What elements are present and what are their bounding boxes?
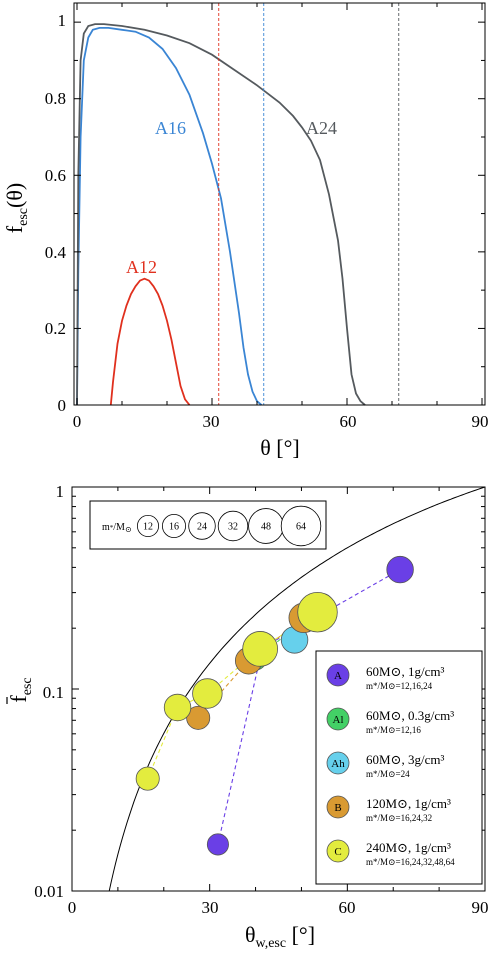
series-legend: A 60M⊙, 1g/cm³ m*/M⊙=12,16,24 Al 60M⊙, 0…	[315, 650, 483, 885]
legend-marker	[326, 663, 350, 687]
legend-marker-letter: Al	[333, 714, 344, 726]
legend-title: 60M⊙, 0.3g/cm³	[366, 708, 454, 723]
bottom-x-tick-label: 60	[339, 898, 356, 917]
legend-marker	[326, 839, 350, 863]
data-point-a	[206, 833, 229, 856]
data-point-c	[242, 631, 278, 667]
legend-title: 120M⊙, 1g/cm³	[366, 796, 451, 811]
top-x-axis-title: θ [°]	[260, 435, 300, 460]
legend-title: 60M⊙, 3g/cm³	[366, 752, 444, 767]
legend-marker	[326, 707, 350, 731]
legend-subtitle: m*/M⊙=12,16,24	[366, 681, 433, 691]
legend-entry-b: B 120M⊙, 1g/cm³ m*/M⊙=16,24,32	[326, 795, 451, 823]
top-y-axis-title: fesc(θ)	[2, 183, 31, 233]
bottom-y-axis-title: fesc	[6, 677, 35, 704]
top-y-tick-label: 0.4	[45, 243, 67, 262]
top-y-tick-label: 0.6	[45, 166, 66, 185]
series-line-a24	[76, 23, 366, 406]
size-legend-label-main: m	[102, 522, 110, 533]
size-legend-circle	[136, 514, 160, 538]
size-legend-circle	[217, 510, 249, 542]
bottom-panel: 0 30 60 90 0.01 0.1 1 θw,esc [°] fesc m*…	[6, 482, 489, 951]
top-y-title-sub: esc	[16, 208, 31, 226]
legend-subtitle: m*/M⊙=24	[366, 769, 410, 779]
top-y-tick-label: 1	[58, 11, 67, 30]
bottom-x-tick-label: 30	[202, 898, 219, 917]
bottom-y-title-sub: esc	[20, 677, 35, 695]
size-legend-value: 48	[261, 522, 271, 533]
legend-marker-letter: Ah	[331, 758, 345, 770]
legend-marker-letter: C	[334, 846, 341, 858]
curve-label-a24: A24	[306, 118, 337, 138]
top-y-tick-label: 0.8	[45, 89, 66, 108]
top-y-tick-label: 0	[58, 396, 67, 415]
top-ticks	[74, 3, 485, 406]
size-legend-label-sym: ⊙	[125, 525, 132, 534]
data-point-c	[192, 678, 223, 709]
top-plot-frame	[73, 2, 486, 406]
bottom-y-title: fesc	[6, 677, 35, 702]
top-x-tick-label: 30	[203, 412, 220, 431]
bottom-x-title-main: θ	[245, 922, 256, 947]
legend-marker	[326, 751, 350, 775]
bottom-x-title-tail: [°]	[286, 922, 315, 947]
size-legend-circles: 12 16 24 32 48 64	[136, 505, 322, 547]
bottom-y-title-main: f	[6, 695, 31, 703]
series-line-a12	[109, 277, 191, 406]
bottom-y-tick-label: 0.01	[34, 882, 64, 901]
size-legend-label-mid: *	[110, 524, 114, 532]
size-legend: m*/M⊙ 12 16 24 32 48 64	[89, 500, 327, 550]
top-series-lines	[76, 23, 366, 406]
legend-entry-ah: Ah 60M⊙, 3g/cm³ m*/M⊙=24	[326, 751, 444, 779]
legend-marker	[326, 795, 350, 819]
data-point-a	[386, 555, 414, 584]
top-y-tick-label: 0.2	[45, 319, 66, 338]
bottom-series-points	[135, 555, 414, 856]
size-legend-circle	[188, 512, 216, 540]
top-x-tick-label: 60	[340, 412, 357, 431]
legend-entry-a: A 60M⊙, 1g/cm³ m*/M⊙=12,16,24	[326, 663, 444, 691]
size-legend-circle	[280, 505, 322, 547]
bottom-y-tick-label: 1	[56, 482, 65, 501]
bottom-y-tick-label: 0.1	[43, 683, 64, 702]
legend-title: 240M⊙, 1g/cm³	[366, 840, 451, 855]
top-vertical-lines	[218, 3, 400, 405]
data-point-b	[186, 705, 211, 730]
data-point-c	[135, 766, 160, 791]
top-x-tick-label: 0	[73, 412, 82, 431]
top-panel: 0 30 60 90 0 0.2 0.4 0.6 0.8 1 θ [°] fes…	[2, 2, 489, 460]
size-legend-value: 32	[228, 522, 238, 533]
bottom-x-axis-title: θw,esc [°]	[245, 922, 315, 951]
data-point-c	[297, 591, 338, 633]
bottom-x-tick-label: 0	[68, 898, 77, 917]
size-legend-value: 16	[169, 522, 179, 533]
bottom-x-tick-label: 90	[472, 898, 489, 917]
series-line-a16	[76, 27, 263, 406]
top-x-tick-label: 90	[472, 412, 489, 431]
size-legend-circle	[161, 514, 186, 539]
top-y-title-tail: (θ)	[2, 183, 27, 208]
size-legend-label-tail: /M	[113, 522, 125, 533]
legend-subtitle: m*/M⊙=12,16	[366, 725, 421, 735]
size-legend-label: m*/M⊙	[102, 522, 132, 534]
legend-subtitle: m*/M⊙=16,24,32	[366, 813, 432, 823]
series-link-c	[147, 611, 318, 779]
size-legend-value: 12	[143, 522, 153, 533]
bottom-x-title-sub: w,esc	[256, 936, 287, 951]
curve-label-a16: A16	[155, 118, 186, 138]
size-legend-value: 64	[296, 522, 306, 533]
top-y-title-main: f	[2, 225, 27, 233]
legend-marker-letter: A	[334, 670, 342, 682]
legend-subtitle: m*/M⊙=16,24,32,48,64	[366, 857, 455, 867]
curve-label-a12: A12	[126, 257, 157, 277]
legend-entry-al: Al 60M⊙, 0.3g/cm³ m*/M⊙=12,16	[326, 707, 454, 735]
legend-marker-letter: B	[334, 802, 341, 814]
legend-entry-c: C 240M⊙, 1g/cm³ m*/M⊙=16,24,32,48,64	[326, 839, 455, 867]
size-legend-value: 24	[197, 522, 207, 533]
legend-title: 60M⊙, 1g/cm³	[366, 664, 444, 679]
data-point-c	[163, 693, 192, 722]
